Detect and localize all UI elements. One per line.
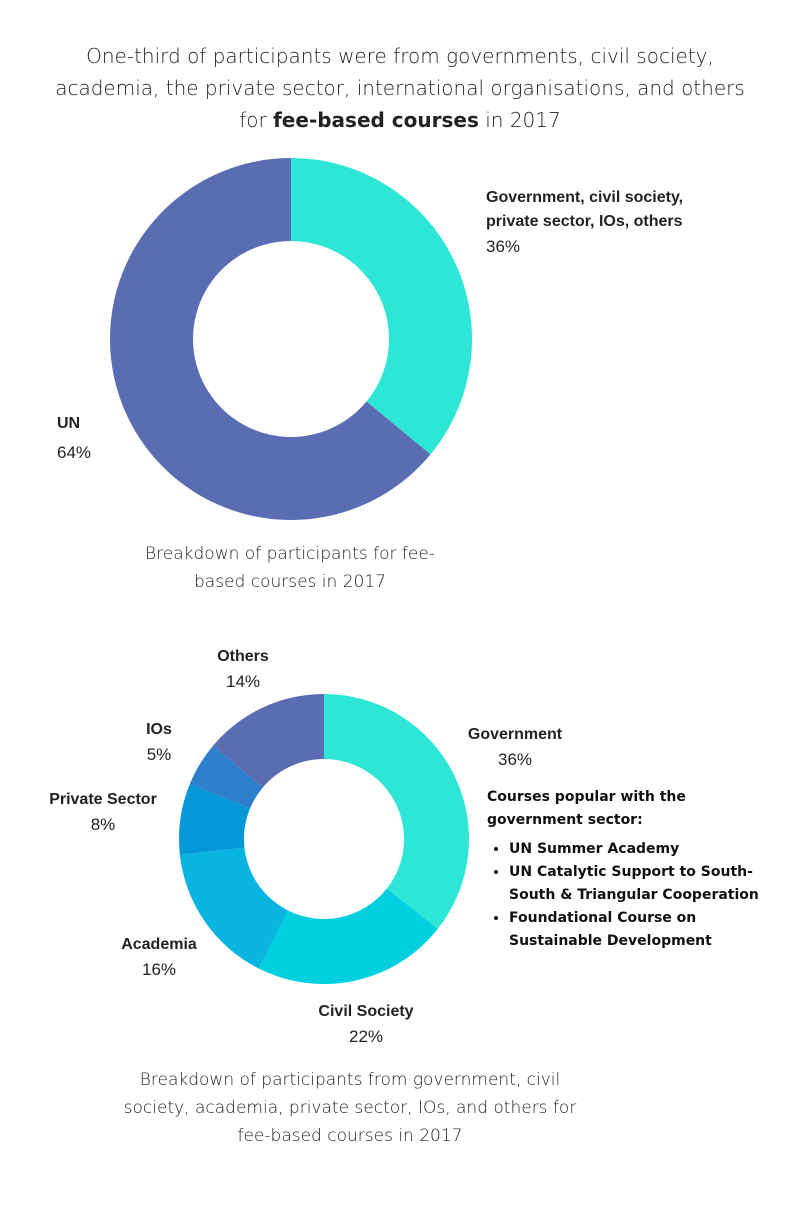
chart-2-caption-line-2: society, academia, private sector, IOs, … — [123, 1098, 577, 1118]
popular-course-item-text: Foundational Course on — [509, 910, 697, 926]
slice-label-un: UN 64% — [57, 412, 91, 466]
donut-2-slice-4 — [189, 745, 263, 809]
slice-label-academia-pct: 16% — [141, 960, 177, 979]
headline-line-3-pre: for — [239, 108, 274, 132]
slice-label-un-pct: 64% — [57, 443, 92, 462]
popular-course-item-text-2: South & Triangular Cooperation — [509, 887, 759, 903]
headline-line-2: academia, the private sector, internatio… — [55, 76, 745, 100]
chart-1-caption-line-1: Breakdown of participants for fee- — [145, 544, 435, 564]
donut-2-slice-5 — [213, 694, 324, 788]
slice-label-private-sector-pct: 8% — [90, 815, 116, 834]
popular-course-item-text-2: Sustainable Development — [509, 933, 712, 949]
donut-2-slice-0 — [324, 694, 469, 929]
popular-course-item: UN Catalytic Support to South- South & Tr… — [509, 861, 787, 907]
donut-1-slice-0 — [291, 158, 473, 455]
headline-line-3: for fee-based courses in 2017 — [40, 104, 760, 136]
slice-label-academia-name: Academia — [121, 936, 197, 953]
chart-1-caption: Breakdown of participants for fee- based… — [110, 540, 470, 596]
slice-label-non-un-name-1: Government, civil society, — [486, 189, 684, 206]
donut-chart-overall — [110, 158, 473, 520]
chart-1-caption-line-2: based courses in 2017 — [194, 572, 386, 592]
slice-label-others-name: Others — [217, 648, 269, 665]
popular-courses-list: UN Summer Academy UN Catalytic Support t… — [487, 838, 787, 953]
slice-label-civil-society-pct: 22% — [348, 1027, 384, 1046]
donut-2-slice-2 — [179, 847, 289, 969]
slice-label-non-un-name-2: private sector, IOs, others — [486, 213, 683, 230]
slice-label-non-un: Government, civil society, private secto… — [486, 186, 683, 260]
donut-1-slice-1 — [110, 158, 431, 520]
chart-2-caption-line-1: Breakdown of participants from governmen… — [139, 1070, 561, 1090]
slice-label-academia: Academia 16% — [105, 933, 213, 983]
slice-label-others: Others 14% — [200, 645, 286, 695]
slice-label-un-name: UN — [57, 415, 81, 432]
headline-emphasis: fee-based courses — [273, 108, 479, 132]
headline-line-1: One-third of participants were from gove… — [86, 44, 714, 68]
popular-course-item: Foundational Course on Sustainable Develo… — [509, 907, 787, 953]
slice-label-private-sector-name: Private Sector — [49, 791, 157, 808]
slice-label-private-sector: Private Sector 8% — [30, 788, 176, 838]
slice-label-ios: IOs 5% — [130, 718, 188, 768]
popular-course-item-text: UN Catalytic Support to South- — [509, 864, 753, 880]
headline-line-3-post: in 2017 — [478, 108, 561, 132]
slice-label-government-pct: 36% — [497, 750, 533, 769]
popular-courses-title-line-2: government sector: — [487, 812, 643, 828]
popular-courses-box: Courses popular with the government sect… — [487, 786, 787, 953]
chart-2-caption: Breakdown of participants from governmen… — [90, 1066, 610, 1150]
slice-label-government: Government 36% — [455, 723, 575, 773]
slice-label-others-pct: 14% — [225, 672, 261, 691]
slice-label-ios-pct: 5% — [146, 745, 172, 764]
slice-label-government-name: Government — [467, 726, 563, 743]
slice-label-civil-society-name: Civil Society — [318, 1003, 414, 1020]
slice-label-civil-society: Civil Society 22% — [303, 1000, 429, 1050]
headline: One-third of participants were from gove… — [40, 40, 760, 136]
popular-courses-title-line-1: Courses popular with the — [487, 789, 686, 805]
popular-course-item-text: UN Summer Academy — [509, 841, 680, 857]
slice-label-non-un-pct: 36% — [486, 237, 521, 256]
slice-label-ios-name: IOs — [146, 721, 172, 738]
chart-2-caption-line-3: fee-based courses in 2017 — [237, 1126, 463, 1146]
donut-2-slice-1 — [258, 888, 438, 984]
donut-chart-breakdown — [179, 694, 469, 984]
donut-2-slice-3 — [179, 784, 250, 855]
popular-course-item: UN Summer Academy — [509, 838, 787, 861]
